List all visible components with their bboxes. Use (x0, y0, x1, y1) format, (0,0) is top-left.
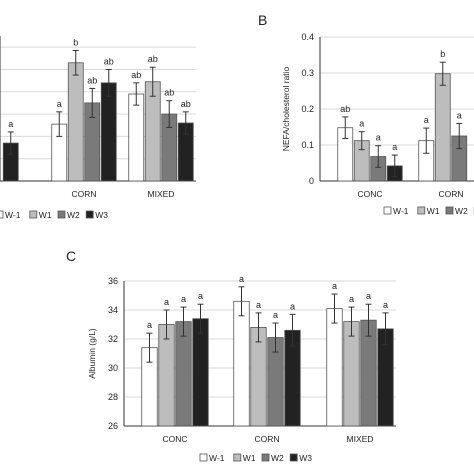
panel-label-c: C (66, 248, 76, 264)
legend-swatch-w2 (57, 210, 66, 219)
y-tick-label: 0 (309, 176, 314, 186)
y-tick-label: 0.4 (301, 32, 314, 42)
bar-w1 (67, 62, 84, 182)
bar-w3 (192, 318, 209, 427)
significance-label: a (366, 291, 371, 301)
significance-label: a (8, 119, 13, 129)
category-label: MIXED (148, 189, 175, 199)
legend-label: W-1 (393, 206, 409, 216)
significance-label: a (290, 301, 295, 311)
legend-label: W2 (271, 453, 284, 463)
y-tick-label: 36 (108, 276, 118, 286)
y-tick-label: 30 (108, 363, 118, 373)
significance-label: ab (104, 56, 114, 66)
bar-w1 (343, 321, 360, 427)
significance-label: a (198, 291, 203, 301)
significance-label: a (273, 310, 278, 320)
legend-label: W-1 (209, 453, 225, 463)
legend-swatch-w-1 (199, 453, 208, 462)
significance-label: a (457, 110, 462, 120)
significance-label: a (332, 281, 337, 291)
legend-label: W1 (243, 453, 256, 463)
y-tick-label: 0.1 (301, 140, 314, 150)
significance-label: ab (164, 88, 174, 98)
legend-label: W3 (95, 210, 108, 220)
significance-label: a (181, 294, 186, 304)
y-tick-label: 0.2 (301, 104, 314, 114)
significance-label: b (73, 38, 78, 48)
legend-swatch-w3 (289, 453, 298, 462)
significance-label: a (239, 274, 244, 284)
y-tick-label: 28 (108, 392, 118, 402)
y-tick-label: 26 (108, 421, 118, 431)
significance-label: b (440, 49, 445, 59)
category-label: CORN (71, 189, 96, 199)
legend-swatch-w-1 (0, 210, 4, 219)
legend-swatch-w3 (85, 210, 94, 219)
legend-label: W1 (39, 210, 52, 220)
bar-w1 (434, 73, 451, 182)
y-axis-label: NEFA/cholesterol ratio (281, 66, 291, 151)
bar-w1 (158, 324, 175, 427)
panel-label-b: B (258, 12, 267, 28)
legend-swatch-w1 (29, 210, 38, 219)
legend-swatch-w1 (233, 453, 242, 462)
significance-label: a (349, 294, 354, 304)
significance-label: a (256, 300, 261, 310)
category-label: CORN (438, 189, 463, 199)
legend-label: W3 (299, 453, 312, 463)
category-label: CORN (254, 434, 279, 444)
significance-label: a (359, 119, 364, 129)
significance-label: ab (148, 54, 158, 64)
legend-label: W2 (67, 210, 80, 220)
legend-label: W-1 (5, 210, 21, 220)
significance-label: a (383, 300, 388, 310)
category-label: MIXED (347, 434, 374, 444)
significance-label: ab (131, 70, 141, 80)
category-label: CONC (162, 434, 187, 444)
significance-label: a (147, 320, 152, 330)
chart-panel-c: 26 28 30 32 34 36 Albumin (g/L) a a a a CONC a a a a COR… (87, 274, 396, 463)
significance-label: a (376, 133, 381, 143)
legend-swatch-w-1 (383, 206, 392, 215)
bar-w3 (100, 82, 117, 182)
significance-label: ab (340, 104, 350, 114)
bar-w-1 (128, 93, 145, 182)
bar-w2 (175, 321, 192, 427)
significance-label: a (392, 142, 397, 152)
significance-label: ab (87, 75, 97, 85)
legend-swatch-w2 (445, 206, 454, 215)
category-label: CONC (357, 189, 382, 199)
significance-label: a (57, 99, 62, 109)
y-tick-label: 32 (108, 334, 118, 344)
y-axis-label: Albumin (g/L) (87, 328, 97, 379)
legend-swatch-w2 (261, 453, 270, 462)
significance-label: ab (181, 99, 191, 109)
significance-label: a (424, 115, 429, 125)
significance-label: a (164, 297, 169, 307)
legend-swatch-w1 (417, 206, 426, 215)
bar-w-1 (233, 300, 250, 427)
bar-w-1 (326, 308, 343, 427)
y-tick-label: 34 (108, 305, 118, 315)
legend-label: W1 (427, 206, 440, 216)
y-tick-label: 0.3 (301, 68, 314, 78)
legend-label: W2 (455, 206, 468, 216)
